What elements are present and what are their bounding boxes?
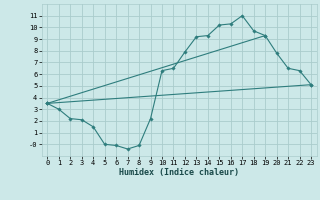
X-axis label: Humidex (Indice chaleur): Humidex (Indice chaleur) <box>119 168 239 177</box>
